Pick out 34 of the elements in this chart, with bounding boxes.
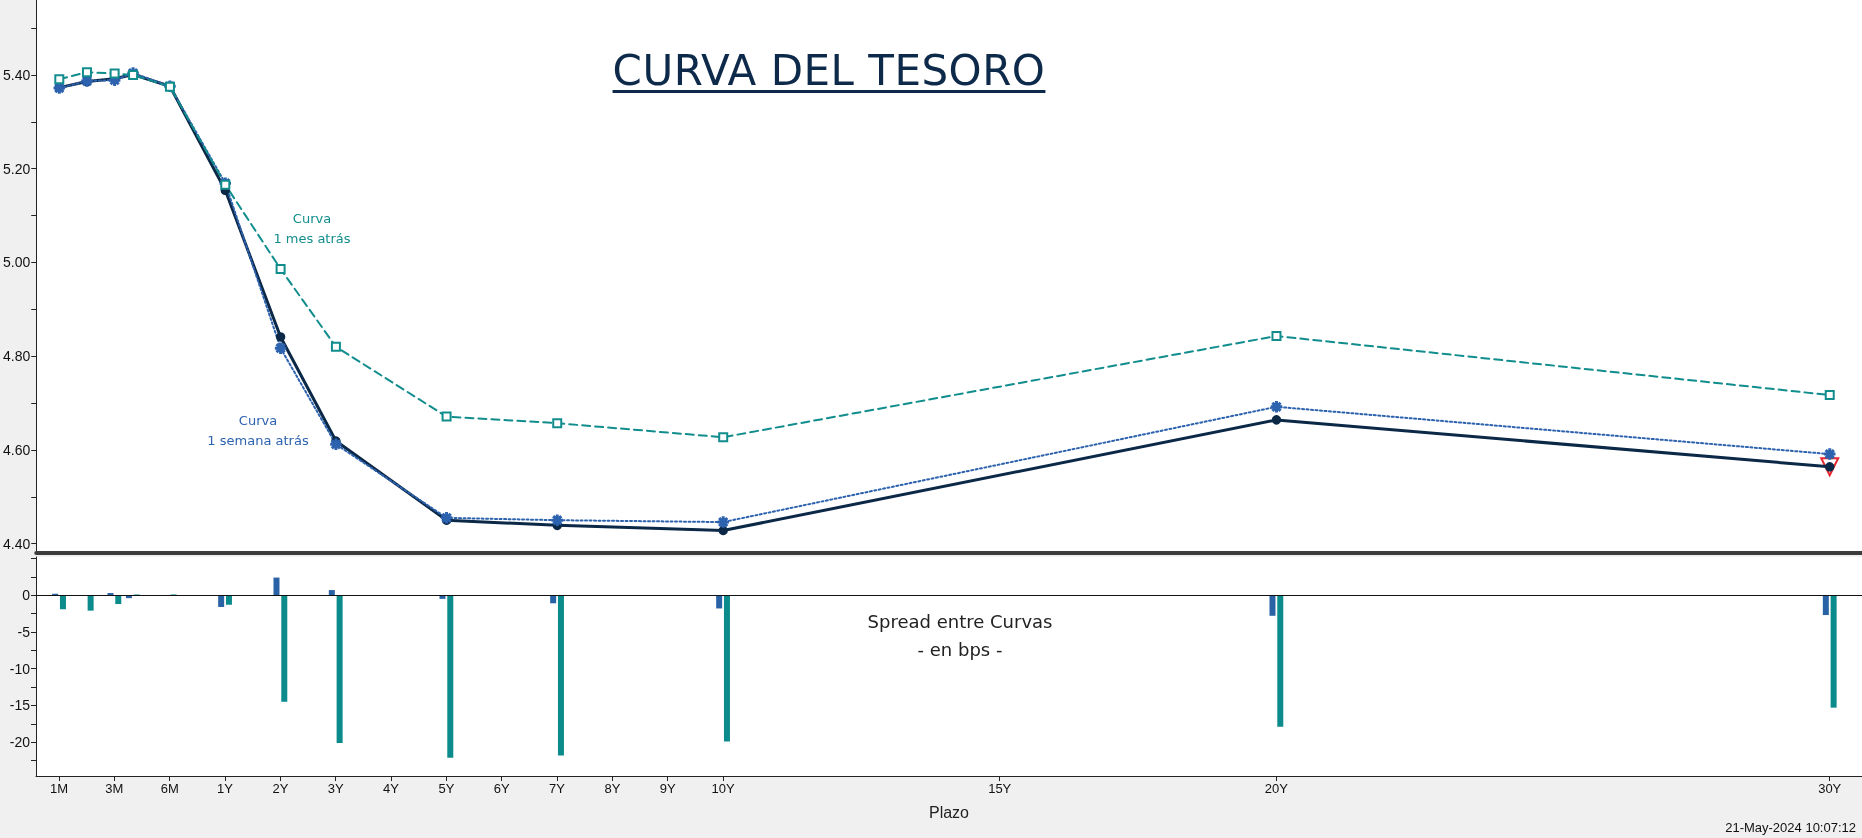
x-tick-label: 15Y (988, 781, 1012, 796)
x-tick-label: 8Y (604, 781, 621, 796)
y-tick-label: -5 (17, 623, 31, 640)
y-tick-label: 0 (22, 587, 31, 604)
x-tick-label: 5Y (438, 781, 455, 796)
x-axis-title: Plazo (928, 803, 970, 821)
x-tick-label: 3M (105, 781, 124, 796)
y-tick-label: -10 (9, 660, 31, 677)
text: 21-May-2024 10:07:12 (1725, 820, 1856, 835)
x-tick-label: 1Y (217, 781, 234, 796)
series-label: Curva 1 mes atrás (273, 210, 351, 246)
y-tick-label: 5.40 (3, 66, 31, 83)
x-tick-label: 10Y (711, 781, 735, 796)
x-tick-label: 4Y (383, 781, 400, 796)
text: CURVA DEL TESORO (612, 46, 1046, 97)
x-tick-label: 2Y (272, 781, 289, 796)
x-tick-label: 1M (50, 781, 69, 796)
x-tick-label: 9Y (659, 781, 676, 796)
series-label: Curva 1 semana atrás (207, 412, 309, 448)
x-tick-label: 20Y (1264, 781, 1289, 796)
y-tick-label: 4.60 (3, 441, 31, 458)
y-tick-label: 4.40 (3, 535, 31, 552)
annotation: - en bps - (917, 638, 1003, 660)
x-tick-label: 7Y (549, 781, 566, 796)
x-tick-label: 6M (160, 781, 179, 796)
x-tick-label: 3Y (327, 781, 344, 796)
annotation: Spread entre Curvas (867, 610, 1053, 632)
y-tick-label: 4.80 (3, 348, 31, 365)
y-tick-label: -20 (9, 734, 31, 751)
y-tick-label: 5.00 (3, 254, 31, 271)
y-tick-label: -15 (9, 697, 31, 714)
x-tick-label: 6Y (493, 781, 510, 796)
x-tick-label: 30Y (1818, 781, 1842, 796)
y-tick-label: 5.20 (3, 160, 31, 177)
